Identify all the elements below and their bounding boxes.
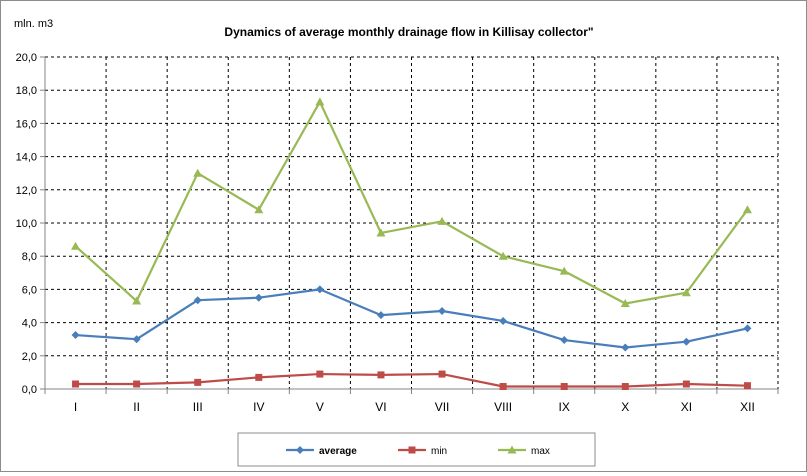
data-point-min: [316, 370, 324, 378]
legend-item-max: max: [498, 445, 550, 457]
y-tick-label: 8,0: [22, 251, 37, 263]
data-point-min: [621, 383, 629, 391]
series-line-min: [75, 372, 748, 388]
data-point-min: [682, 380, 690, 388]
y-axis-label: mln. m3: [14, 18, 53, 30]
legend-label: average: [319, 446, 357, 457]
data-point-max: [559, 266, 569, 275]
series-group: [71, 97, 752, 391]
data-point-average: [71, 331, 80, 340]
data-point-max: [742, 205, 752, 214]
series-min: [72, 370, 751, 391]
y-tick-label: 2,0: [22, 351, 37, 363]
data-point-average: [743, 324, 752, 333]
x-tick-label: VIII: [494, 400, 512, 414]
data-point-average: [376, 311, 385, 320]
legend-item-average: average: [286, 446, 357, 457]
x-tick-label: IV: [253, 400, 264, 414]
data-point-max: [254, 205, 264, 214]
legend-items: average min max: [286, 445, 550, 457]
data-point-min: [743, 382, 751, 390]
series-line-average: [75, 288, 748, 349]
data-point-average: [254, 293, 263, 302]
data-point-max: [71, 241, 81, 250]
series-max: [71, 97, 752, 308]
y-tick-label: 4,0: [22, 318, 37, 330]
data-point-max: [437, 216, 447, 225]
y-tick-label: 18,0: [16, 85, 37, 97]
y-tick-label: 16,0: [16, 118, 37, 130]
y-tick-label: 0,0: [22, 384, 37, 396]
y-tick-labels: 0,0 2,0 4,0 6,0 8,0 10,0 12,0 14,0 16,0 18,0 20,0: [16, 52, 37, 396]
x-tick-label: III: [193, 400, 203, 414]
series-line-max: [74, 100, 749, 305]
data-point-average: [132, 335, 141, 344]
data-point-min: [438, 370, 446, 378]
data-point-min: [72, 380, 80, 388]
data-point-average: [499, 316, 508, 325]
series-average: [71, 285, 752, 352]
x-tick-label: V: [316, 400, 324, 414]
legend-label: min: [431, 446, 447, 457]
data-point-max: [681, 288, 691, 297]
data-point-max: [498, 251, 508, 260]
data-point-min: [133, 380, 141, 388]
data-point-average: [315, 285, 324, 294]
x-tick-label: VI: [375, 400, 386, 414]
data-point-min: [499, 383, 507, 391]
legend-swatch-marker: [296, 446, 304, 454]
x-tick-label: XII: [740, 400, 755, 414]
data-point-min: [377, 371, 385, 379]
x-tick-label: VII: [435, 400, 450, 414]
x-tick-label: II: [133, 400, 140, 414]
data-point-average: [621, 343, 630, 352]
x-tick-labels: I II III IV V VI VII VIII IX X XI XII: [74, 400, 755, 414]
chart-title: Dynamics of average monthly drainage flo…: [224, 25, 593, 39]
gridlines: [45, 56, 779, 389]
legend-swatch-marker: [408, 446, 416, 454]
y-tick-label: 14,0: [16, 152, 37, 164]
y-tick-label: 20,0: [16, 52, 37, 64]
data-point-min: [255, 373, 263, 381]
data-point-average: [438, 306, 447, 315]
y-tick-label: 10,0: [16, 218, 37, 230]
data-point-max: [193, 168, 203, 177]
y-tick-label: 6,0: [22, 284, 37, 296]
x-tick-label: X: [621, 400, 629, 414]
y-tick-label: 12,0: [16, 185, 37, 197]
data-point-min: [560, 383, 568, 391]
x-tick-label: I: [74, 400, 77, 414]
data-point-max: [620, 299, 630, 308]
data-point-max: [132, 296, 142, 305]
x-tick-label: IX: [559, 400, 570, 414]
data-point-average: [193, 296, 202, 305]
data-point-max: [315, 97, 325, 106]
data-point-min: [194, 378, 202, 386]
data-point-average: [560, 336, 569, 345]
legend-label: max: [531, 446, 550, 457]
data-point-average: [682, 337, 691, 346]
legend-item-min: min: [398, 446, 447, 457]
legend: average min max: [237, 432, 596, 467]
x-tick-label: XI: [681, 400, 692, 414]
legend-swatch-marker: [507, 445, 517, 454]
data-point-max: [376, 228, 386, 237]
axes: [40, 56, 779, 394]
